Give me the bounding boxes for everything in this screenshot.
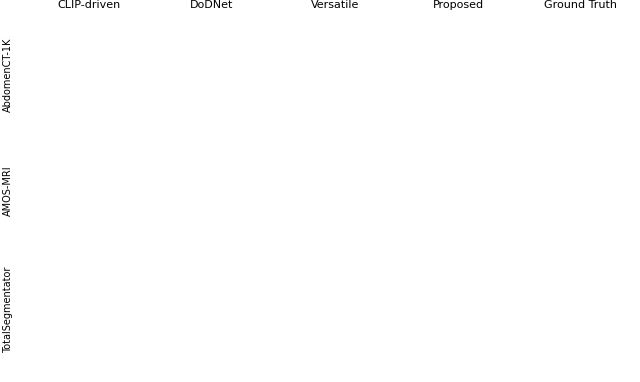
- Text: AMOS-MRI: AMOS-MRI: [3, 166, 13, 216]
- Text: Ground Truth: Ground Truth: [545, 0, 618, 10]
- Text: Versatile: Versatile: [311, 0, 359, 10]
- Text: DoDNet: DoDNet: [190, 0, 234, 10]
- Text: TotalSegmentator: TotalSegmentator: [3, 267, 13, 353]
- Text: AbdomenCT-1K: AbdomenCT-1K: [3, 38, 13, 112]
- Text: Proposed: Proposed: [433, 0, 484, 10]
- Text: CLIP-driven: CLIP-driven: [58, 0, 120, 10]
